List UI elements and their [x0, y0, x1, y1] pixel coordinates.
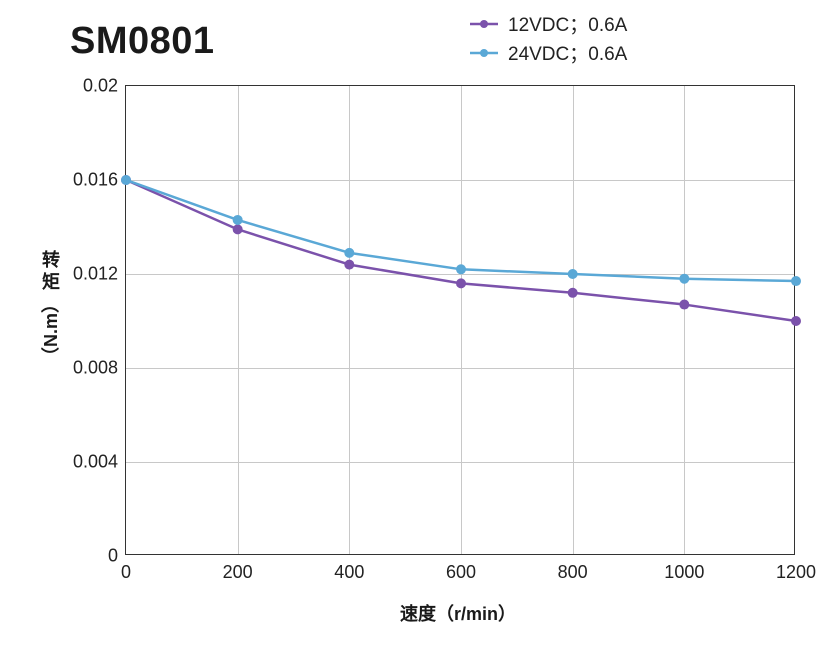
legend-item: 24VDC；0.6A: [470, 39, 627, 66]
grid-line: [126, 274, 794, 275]
x-tick-label: 1200: [776, 562, 816, 583]
y-axis-title-text: 转矩: [37, 250, 63, 294]
grid-line: [126, 368, 794, 369]
grid-line: [126, 462, 794, 463]
x-tick-label: 400: [334, 562, 364, 583]
legend-label: 12VDC；0.6A: [508, 10, 627, 37]
x-axis-title: 速度（r/min）: [400, 600, 516, 626]
y-tick-label: 0.016: [73, 170, 118, 191]
grid-line: [573, 86, 574, 554]
grid-line: [461, 86, 462, 554]
legend: 12VDC；0.6A 24VDC；0.6A: [470, 10, 627, 68]
chart-title: SM0801: [70, 20, 215, 63]
grid-line: [684, 86, 685, 554]
y-tick-label: 0.02: [83, 76, 118, 97]
y-tick-label: 0: [108, 546, 118, 567]
legend-item: 12VDC；0.6A: [470, 10, 627, 37]
plot-area: 00.0040.0080.0120.0160.02020040060080010…: [125, 85, 795, 555]
x-tick-label: 800: [558, 562, 588, 583]
y-tick-label: 0.004: [73, 452, 118, 473]
x-tick-label: 0: [121, 562, 131, 583]
grid-line: [238, 86, 239, 554]
series-marker: [791, 316, 801, 326]
x-tick-label: 1000: [664, 562, 704, 583]
legend-marker-icon: [470, 44, 498, 62]
x-tick-label: 600: [446, 562, 476, 583]
y-axis-title-unit: （N.m）: [37, 295, 63, 365]
legend-label: 24VDC；0.6A: [508, 39, 627, 66]
y-tick-label: 0.008: [73, 358, 118, 379]
grid-line: [126, 180, 794, 181]
x-tick-label: 200: [223, 562, 253, 583]
grid-line: [349, 86, 350, 554]
series-marker: [791, 276, 801, 286]
y-axis-title: 转矩 （N.m）: [15, 250, 85, 343]
legend-marker-icon: [470, 15, 498, 33]
